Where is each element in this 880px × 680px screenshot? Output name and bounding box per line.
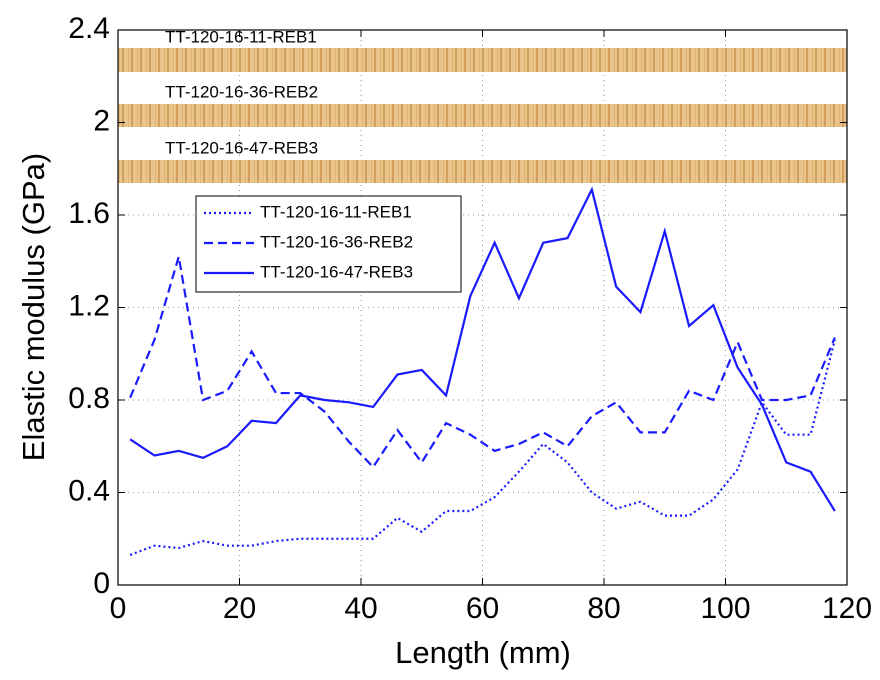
y-tick-label: 0.4 bbox=[68, 474, 110, 507]
x-tick-label: 120 bbox=[822, 592, 872, 625]
legend-label: TT-120-16-47-REB3 bbox=[260, 262, 413, 281]
y-tick-label: 0 bbox=[93, 567, 110, 600]
x-tick-label: 100 bbox=[700, 592, 750, 625]
annotation: TT-120-16-47-REB3 bbox=[165, 138, 318, 157]
x-tick-label: 40 bbox=[344, 592, 377, 625]
y-tick-label: 2 bbox=[93, 104, 110, 137]
x-tick-label: 60 bbox=[466, 592, 499, 625]
wood-strip bbox=[118, 160, 847, 183]
x-axis-label: Length (mm) bbox=[395, 635, 571, 670]
y-tick-label: 1.6 bbox=[68, 197, 110, 230]
wood-strip bbox=[118, 48, 847, 72]
annotation: TT-120-16-11-REB1 bbox=[165, 27, 317, 46]
data-line bbox=[129, 256, 836, 469]
legend-label: TT-120-16-11-REB1 bbox=[260, 202, 412, 221]
y-tick-label: 2.4 bbox=[68, 12, 110, 45]
y-tick-label: 1.2 bbox=[68, 289, 110, 322]
y-tick-label: 0.8 bbox=[68, 382, 110, 415]
x-tick-label: 80 bbox=[587, 592, 620, 625]
data-line bbox=[129, 339, 836, 556]
data-line bbox=[129, 186, 836, 512]
legend-label: TT-120-16-36-REB2 bbox=[260, 232, 413, 251]
x-tick-label: 20 bbox=[223, 592, 256, 625]
wood-strip bbox=[118, 104, 847, 127]
x-tick-label: 0 bbox=[110, 592, 127, 625]
y-axis-label: Elastic modulus (GPa) bbox=[16, 153, 51, 461]
annotation: TT-120-16-36-REB2 bbox=[165, 82, 318, 101]
